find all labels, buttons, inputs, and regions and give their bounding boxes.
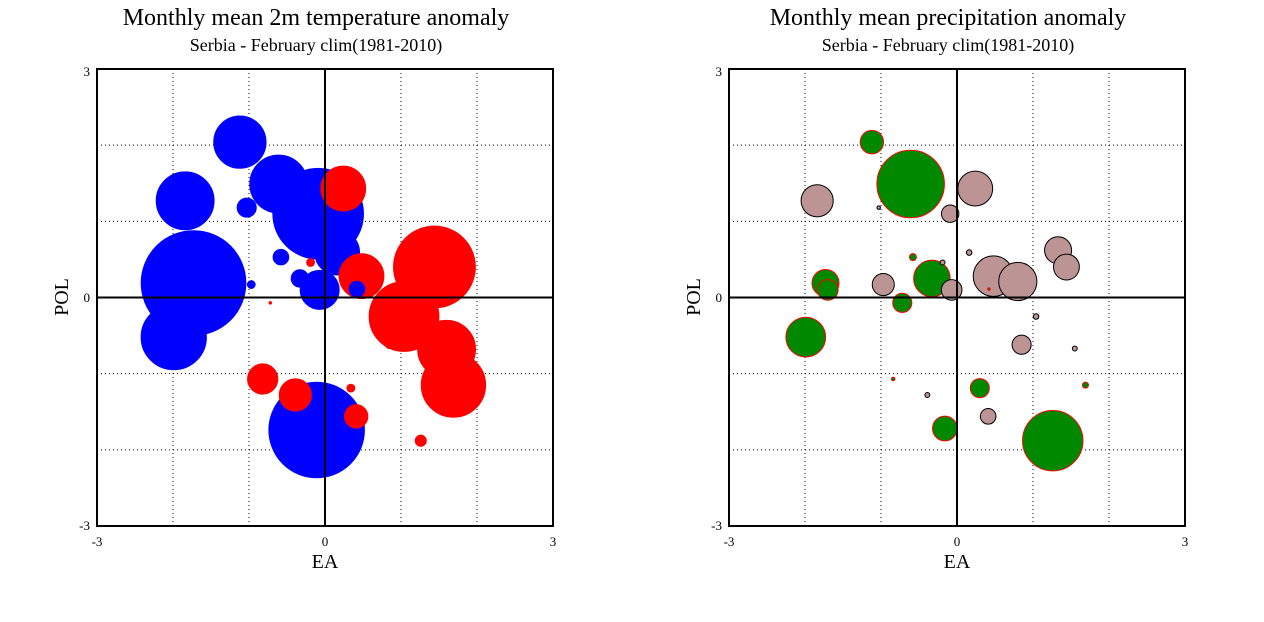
x-tick-label-right: 3 xyxy=(1182,534,1189,549)
x-tick-label-left: -3 xyxy=(92,534,103,549)
bubble-negative xyxy=(290,269,310,288)
axes xyxy=(96,68,554,527)
temperature-scatter-plot: EA POL 3 0 -3 -3 0 3 xyxy=(51,64,557,573)
bubble-positive xyxy=(876,149,945,219)
bubble-positive xyxy=(385,340,395,350)
bubble-negative xyxy=(939,259,946,266)
bubble-negative xyxy=(213,115,267,169)
precipitation-anomaly-panel: Monthly mean precipitation anomaly Serbi… xyxy=(632,0,1264,622)
y-tick-label-bottom: -3 xyxy=(79,518,90,533)
plot-frame xyxy=(96,68,554,527)
x-tick-label-left: -3 xyxy=(724,534,735,549)
bubble-negative xyxy=(236,197,257,218)
bubble-positive xyxy=(404,228,448,273)
x-tick-label-zero: 0 xyxy=(954,534,961,549)
points xyxy=(785,129,1089,472)
bubble-positive xyxy=(278,378,312,412)
bubble-positive xyxy=(417,319,477,379)
bubble-negative xyxy=(348,280,366,298)
bubble-negative xyxy=(140,303,207,371)
bubble-negative xyxy=(979,408,997,425)
bubble-negative xyxy=(876,205,881,210)
bubble-negative xyxy=(924,392,931,398)
x-axis-label: EA xyxy=(944,551,971,573)
chart-subtitle: Serbia - February clim(1981-2010) xyxy=(821,35,1075,55)
x-axis-label: EA xyxy=(312,551,339,573)
bubble-negative xyxy=(155,171,215,231)
bubble-negative xyxy=(998,261,1038,302)
chart-subtitle: Serbia - February clim(1981-2010) xyxy=(189,35,443,55)
bubble-positive xyxy=(969,378,990,399)
bubble-negative xyxy=(1053,253,1080,281)
bubble-positive xyxy=(1022,409,1084,472)
bubble-negative xyxy=(272,248,290,266)
bubble-positive xyxy=(859,129,885,155)
bubble-positive xyxy=(1081,381,1089,389)
bubble-positive xyxy=(816,279,839,301)
bubble-negative xyxy=(965,249,973,256)
bubble-negative xyxy=(957,170,994,207)
points xyxy=(140,115,487,479)
bubble-positive xyxy=(268,301,273,305)
bubble-negative xyxy=(940,204,960,223)
bubble-positive xyxy=(892,292,913,313)
bubble-positive xyxy=(785,316,827,358)
bubble-positive xyxy=(247,363,279,395)
chart-title: Monthly mean precipitation anomaly xyxy=(769,5,1127,31)
bubble-negative xyxy=(1071,345,1078,352)
bubble-positive xyxy=(908,253,917,262)
bubble-positive xyxy=(320,165,367,212)
y-tick-label-bottom: -3 xyxy=(711,518,722,533)
plot-frame xyxy=(728,68,1186,527)
precipitation-scatter-plot: EA POL 3 0 -3 -3 0 3 xyxy=(683,64,1189,573)
bubble-negative xyxy=(246,280,256,289)
bubble-positive xyxy=(346,383,356,393)
bubble-negative xyxy=(299,269,340,310)
bubble-negative xyxy=(1011,334,1032,355)
bubble-positive xyxy=(987,287,991,291)
bubble-negative xyxy=(1032,313,1040,320)
temperature-anomaly-panel: Monthly mean 2m temperature anomaly Serb… xyxy=(51,5,557,573)
bubble-negative xyxy=(800,184,834,218)
x-tick-label-zero: 0 xyxy=(322,534,329,549)
y-axis-label: POL xyxy=(51,278,73,316)
bubble-negative xyxy=(871,273,895,297)
bubble-negative xyxy=(249,154,309,214)
y-tick-label-top: 3 xyxy=(716,64,723,79)
chart-title: Monthly mean 2m temperature anomaly xyxy=(122,5,510,31)
y-tick-label-top: 3 xyxy=(84,64,91,79)
y-tick-label-zero: 0 xyxy=(716,290,723,305)
axes xyxy=(728,68,1186,527)
bubble-positive xyxy=(306,258,315,267)
bubble-positive xyxy=(343,404,369,429)
bubble-positive xyxy=(414,434,427,447)
bubble-positive xyxy=(890,376,896,382)
bubble-positive xyxy=(932,415,958,442)
y-tick-label-zero: 0 xyxy=(84,290,91,305)
y-axis-label: POL xyxy=(683,278,705,316)
x-tick-label-right: 3 xyxy=(550,534,557,549)
